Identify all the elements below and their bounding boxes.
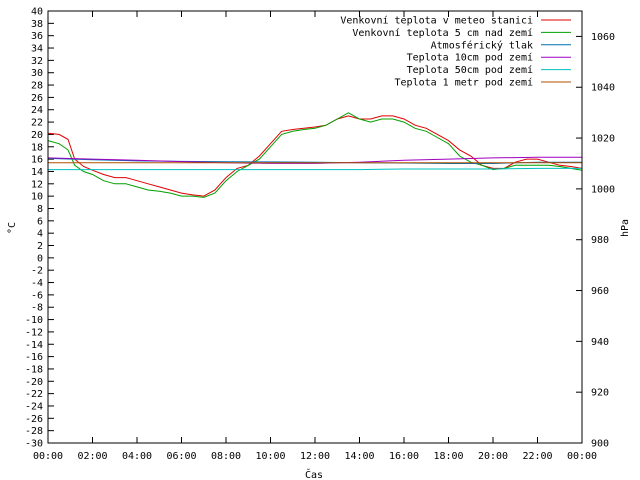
y-tick-label: -18 [25,364,43,375]
y-tick-label: -6 [31,290,43,301]
plot-area-frame [47,10,583,444]
y-tick-label: -14 [25,340,43,351]
x-tick-label: 04:00 [122,451,152,462]
y-tick-label: -16 [25,352,43,363]
y-tick-label: 26 [31,93,43,104]
y2-axis-tick-labels: 1060 1040 1020 1000 980 960 940 920 900 [591,32,615,450]
y-tick-label: -12 [25,327,43,338]
y-tick-label: 14 [31,167,43,178]
y-tick-label: -22 [25,389,43,400]
legend-entry-2: Atmosférický tlak [431,39,533,51]
x-tick-label: 14:00 [344,451,374,462]
y2-tick-label: 1020 [591,134,615,145]
series-line-0 [47,115,583,197]
y-tick-label: 0 [37,253,43,264]
x-tick-label: 08:00 [211,451,241,462]
x-tick-label: 18:00 [433,451,463,462]
x-tick-label: 20:00 [478,451,508,462]
y-tick-label: 6 [37,216,43,227]
legend-entry-1: Venkovní teplota 5 cm nad zemí [352,27,533,39]
x-axis-label: Čas [305,468,323,480]
legend-entry-5: Teplota 1 metr pod zemí [395,77,533,89]
legend-entry-0: Venkovní teplota v meteo stanici [340,15,533,27]
x-axis-tick-labels: 00:00 02:00 04:00 06:00 08:00 10:00 12:00 14:00… [33,451,597,462]
y-tick-label: -8 [31,303,43,314]
y2-tick-label: 1060 [591,32,615,43]
y2-tick-label: 960 [591,286,609,297]
x-tick-label: 16:00 [389,451,419,462]
series-line-1 [47,112,583,198]
y-tick-label: 40 [31,7,43,18]
y2-axis-label: hPa [620,219,631,237]
x-tick-label: 00:00 [33,451,63,462]
y2-tick-label: 940 [591,337,609,348]
legend-entry-4: Teplota 50cm pod zemí [407,64,533,76]
y-tick-label: -28 [25,426,43,437]
y-tick-label: 16 [31,155,43,166]
y-tick-label: 32 [31,56,43,67]
y2-tick-label: 980 [591,235,609,246]
y-tick-label: -20 [25,377,43,388]
x-tick-label: 12:00 [300,451,330,462]
y-tick-label: 8 [37,204,43,215]
x-tick-label: 10:00 [255,451,285,462]
y-tick-label: -24 [25,401,43,412]
y2-tick-label: 1000 [591,184,615,195]
y-tick-label: 30 [31,68,43,79]
series-line-2 [47,157,582,164]
y-tick-label: 12 [31,179,43,190]
y-tick-label: 10 [31,192,43,203]
y-tick-label: 28 [31,81,43,92]
series-line-4 [48,167,582,171]
y-tick-label: -30 [25,439,43,450]
x-tick-label: 22:00 [522,451,552,462]
series-line-3 [47,156,582,164]
y-axis-tick-labels: 4038363432302826242220181614121086420-2-… [25,7,43,450]
y-axis-label: °C [7,222,18,234]
y2-tick-label: 900 [591,439,609,450]
x-tick-label: 06:00 [166,451,196,462]
y2-tick-label: 920 [591,388,609,399]
y-tick-label: 22 [31,118,43,129]
y-tick-label: 4 [37,229,43,240]
series-lines [47,112,583,198]
y-tick-label: 18 [31,142,43,153]
y-tick-label: -10 [25,315,43,326]
y-tick-label: 24 [31,105,43,116]
y-tick-label: 36 [31,31,43,42]
y-tick-label: 2 [37,241,43,252]
y-tick-label: -4 [31,278,43,289]
x-tick-label: 02:00 [77,451,107,462]
y-tick-label: -2 [31,266,43,277]
y-tick-label: -26 [25,414,43,425]
y-tick-label: 20 [31,130,43,141]
legend-entry-3: Teplota 10cm pod zemí [407,52,533,64]
y-tick-label: 34 [31,44,43,55]
legend: Venkovní teplota v meteo staniciVenkovní… [340,15,571,89]
y-tick-label: 38 [31,19,43,30]
y2-tick-label: 1040 [591,83,615,94]
x-tick-label: 00:00 [567,451,597,462]
